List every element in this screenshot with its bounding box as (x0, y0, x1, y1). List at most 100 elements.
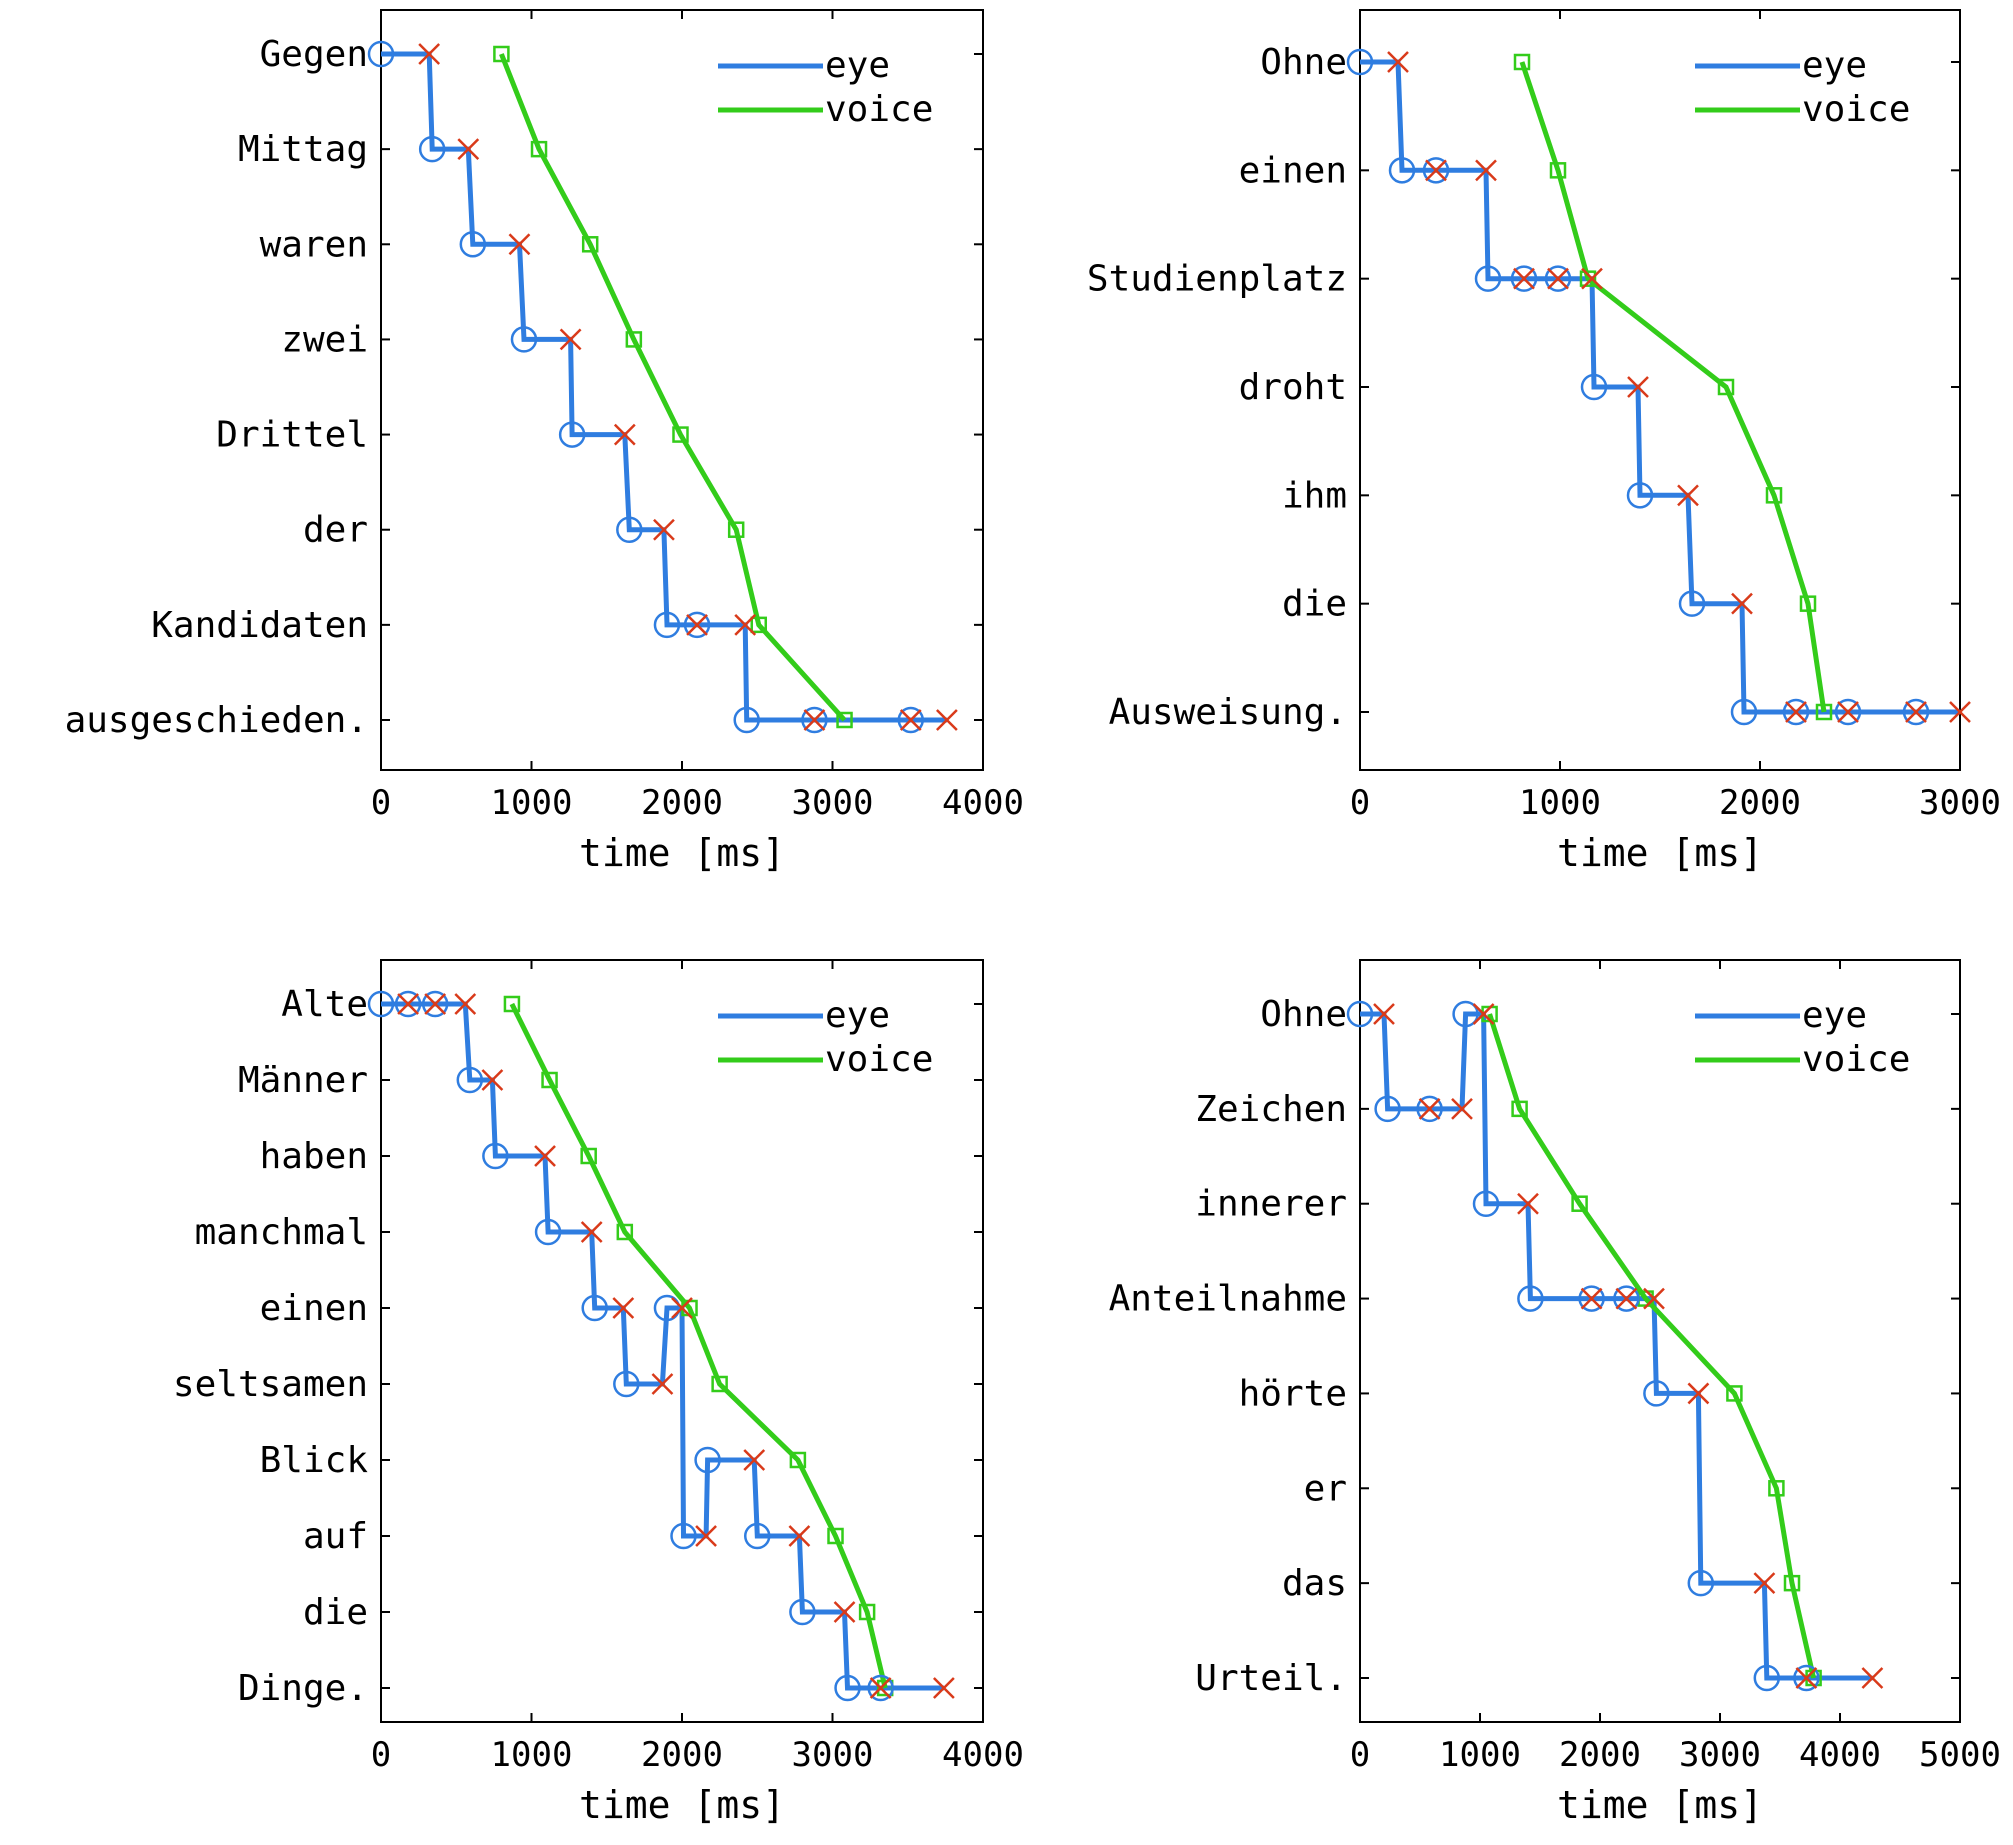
voice-onset-marker (1765, 487, 1783, 504)
y-tick-label: Alte (281, 984, 368, 1025)
voice-onset-marker (1571, 1195, 1588, 1212)
fixation-offset-marker (559, 328, 582, 351)
fixation-onset-marker (694, 1446, 721, 1474)
fixation-onset-marker (653, 1294, 681, 1322)
fixation-onset-marker (1782, 698, 1810, 726)
fixation-onset-marker (801, 706, 828, 734)
y-tick-label: das (1282, 1563, 1347, 1604)
x-axis-label: time [ms] (579, 1783, 785, 1827)
fixation-onset-marker (1422, 157, 1450, 184)
fixation-offset-marker (1785, 701, 1807, 723)
fixation-offset-marker (734, 613, 757, 636)
fixation-offset-marker (1373, 1003, 1395, 1025)
fixation-offset-marker (899, 709, 922, 731)
voice-onset-marker (1783, 1574, 1801, 1592)
series-line-eye (381, 51, 947, 723)
fixation-offset-marker (932, 1677, 955, 1699)
fixation-offset-marker (788, 1525, 811, 1547)
voice-onset-marker (711, 1375, 728, 1393)
fixation-offset-marker (671, 1297, 693, 1319)
x-tick-label: 3000 (1919, 783, 2001, 823)
y-tick-label: auf (303, 1516, 368, 1557)
fixation-offset-marker (803, 709, 826, 731)
fixation-offset-marker (1387, 51, 1409, 73)
voice-onset-marker (1726, 1385, 1743, 1402)
x-axis-label: time [ms] (579, 831, 785, 875)
fixation-onset-marker (834, 1674, 861, 1702)
fixation-onset-marker (1452, 1000, 1479, 1028)
chart-panel-bottom-left: Alte Männer haben manchmal einen seltsamen Bli… (173, 959, 1024, 1827)
fixation-offset-marker (1513, 267, 1535, 290)
x-tick-label: 0 (371, 783, 391, 823)
fixation-onset-marker (1374, 1095, 1401, 1123)
fixation-onset-marker (459, 231, 487, 258)
x-tick-label: 1000 (1439, 1735, 1521, 1775)
fixation-onset-marker (744, 1522, 771, 1550)
x-tick-label: 0 (371, 1735, 391, 1775)
fixation-offset-marker (534, 1145, 556, 1167)
fixation-offset-marker (1643, 1287, 1665, 1310)
fixation-onset-marker (683, 611, 711, 639)
fixation-offset-marker (1677, 484, 1699, 507)
voice-onset-marker (858, 1603, 876, 1621)
y-tick-label: Drittel (216, 415, 368, 456)
x-tick-label: 3000 (792, 1735, 874, 1775)
y-tick-label: waren (260, 224, 368, 265)
fixation-offset-marker (1753, 1572, 1776, 1595)
fixation-offset-marker (612, 1297, 635, 1319)
y-tick-label: ausgeschieden. (65, 700, 368, 741)
fixation-offset-marker (397, 993, 419, 1015)
fixation-onset-marker (421, 990, 449, 1018)
fixation-onset-marker (1626, 482, 1654, 509)
y-tick-label: manchmal (195, 1212, 368, 1253)
fixation-offset-marker (1627, 376, 1649, 398)
fixation-onset-marker (510, 326, 538, 353)
y-tick-label: Anteilnahme (1109, 1279, 1347, 1320)
legend-label-voice: voice (1802, 1039, 1910, 1080)
voice-onset-marker (1579, 270, 1597, 287)
y-tick-label: droht (1239, 367, 1347, 408)
y-tick-label: Urteil. (1195, 1658, 1347, 1699)
fixation-offset-marker (418, 43, 441, 65)
fixation-onset-marker (394, 990, 422, 1018)
x-tick-label: 2000 (1559, 1735, 1641, 1775)
chart-panel-top-right: Ohne einen Studienplatz droht ihm die Ausweisu… (1087, 9, 2001, 875)
y-tick-label: Ohne (1260, 994, 1347, 1035)
fixation-onset-marker (1517, 1285, 1544, 1312)
y-tick-label: einen (1239, 150, 1347, 191)
fixation-offset-marker (1949, 701, 1971, 723)
voice-onset-marker (580, 1147, 597, 1165)
fixation-onset-marker (1613, 1285, 1640, 1312)
x-tick-label: 4000 (1799, 1735, 1881, 1775)
fixation-offset-marker (695, 1525, 717, 1547)
series-line-eye (1360, 59, 1960, 715)
fixation-offset-marker (743, 1449, 766, 1471)
fixation-offset-marker (1861, 1667, 1884, 1689)
y-tick-label: er (1304, 1468, 1347, 1509)
fixation-onset-marker (367, 40, 395, 68)
voice-onset-marker (503, 995, 521, 1013)
fixation-offset-marker (454, 993, 477, 1015)
y-tick-label: Dinge. (238, 1668, 368, 1709)
fixation-offset-marker (686, 613, 708, 636)
x-tick-label: 1000 (1519, 783, 1601, 823)
legend-label-eye: eye (1802, 45, 1867, 86)
fixation-onset-marker (1580, 373, 1608, 401)
legend-label-voice: voice (1802, 89, 1910, 130)
fixation-offset-marker (653, 518, 675, 541)
fixation-onset-marker (1753, 1664, 1781, 1692)
y-tick-label: seltsamen (173, 1364, 368, 1405)
y-tick-label: haben (260, 1136, 368, 1177)
y-tick-label: Ohne (1260, 42, 1347, 83)
y-tick-label: Männer (238, 1060, 368, 1101)
voice-onset-marker (672, 426, 689, 443)
y-tick-label: ihm (1282, 475, 1347, 516)
axes-frame (1359, 959, 1961, 1723)
fixation-onset-marker (418, 135, 446, 163)
fixation-offset-marker (1731, 592, 1753, 615)
fixation-onset-marker (1388, 157, 1416, 184)
fixation-onset-marker (534, 1218, 562, 1246)
